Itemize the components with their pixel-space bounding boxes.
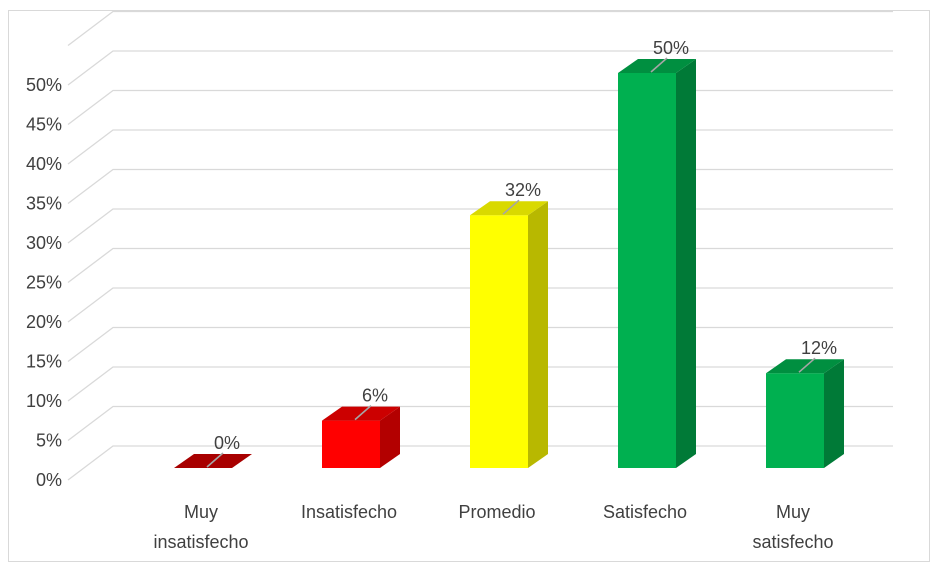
y-tick-label: 40% bbox=[26, 154, 62, 174]
data-label: 32% bbox=[505, 180, 541, 200]
bar-side bbox=[528, 201, 548, 468]
gridline bbox=[67, 129, 893, 165]
y-tick-label: 45% bbox=[26, 115, 62, 135]
y-tick-label: 15% bbox=[26, 352, 62, 372]
leader-line bbox=[650, 57, 668, 73]
x-axis-categories: Muy insatisfecho Insatisfecho Promedio Satis… bbox=[153, 502, 833, 552]
data-label: 12% bbox=[801, 338, 837, 358]
bar-side bbox=[380, 406, 400, 468]
leader-line bbox=[354, 404, 372, 421]
category-label: Muy bbox=[776, 502, 810, 522]
category-label: Satisfecho bbox=[603, 502, 687, 522]
leader-line bbox=[206, 452, 224, 468]
data-label: 0% bbox=[214, 433, 240, 453]
bar-side bbox=[824, 359, 844, 468]
category-label: insatisfecho bbox=[153, 532, 248, 552]
y-tick-label: 0% bbox=[36, 470, 62, 490]
category-label: satisfecho bbox=[752, 532, 833, 552]
bar bbox=[470, 215, 528, 468]
y-tick-label: 20% bbox=[26, 312, 62, 332]
bar bbox=[322, 420, 380, 468]
y-tick-label: 5% bbox=[36, 431, 62, 451]
gridline bbox=[67, 89, 893, 126]
data-label: 50% bbox=[653, 38, 689, 58]
bar bbox=[766, 373, 824, 468]
gridline bbox=[67, 10, 893, 47]
leader-line bbox=[798, 357, 816, 373]
bar-side bbox=[676, 59, 696, 468]
y-axis-ticks: 0% 5% 10% 15% 20% 25% 30% 35% 40% 45% 50% bbox=[26, 75, 62, 490]
y-tick-label: 35% bbox=[26, 194, 62, 214]
category-label: Muy bbox=[184, 502, 218, 522]
y-tick-label: 50% bbox=[26, 75, 62, 95]
y-tick-label: 10% bbox=[26, 391, 62, 411]
bar bbox=[618, 73, 676, 468]
chart-frame bbox=[8, 10, 930, 562]
y-tick-label: 25% bbox=[26, 273, 62, 293]
data-label: 6% bbox=[362, 386, 388, 406]
gridline bbox=[67, 168, 893, 205]
category-label: Insatisfecho bbox=[301, 502, 397, 522]
leader-line bbox=[502, 199, 520, 215]
y-tick-label: 30% bbox=[26, 233, 62, 253]
category-label: Promedio bbox=[458, 502, 535, 522]
data-labels: 0% 6% 32% 50% 12% bbox=[206, 38, 837, 468]
gridline bbox=[67, 50, 893, 86]
